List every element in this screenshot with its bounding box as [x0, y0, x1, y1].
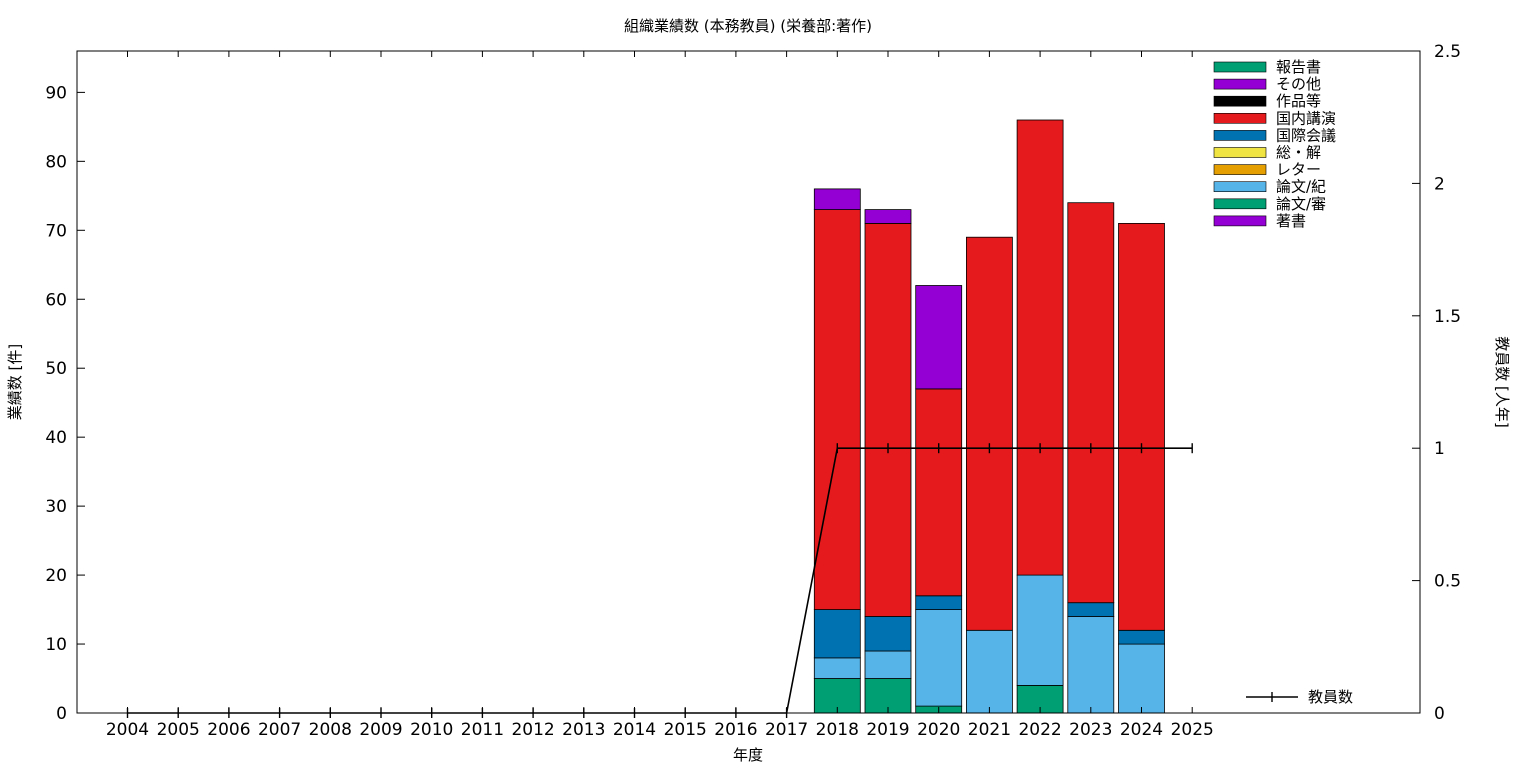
legend-swatch: [1213, 78, 1267, 90]
legend-label: 総・解: [1276, 144, 1321, 162]
bar-2021-論文/紀: [966, 629, 1013, 714]
legend-swatch: [1213, 95, 1267, 107]
bar-2024-国際会議: [1118, 629, 1165, 645]
bar-2019-国内講演: [864, 222, 912, 617]
plot-frame: [76, 50, 1421, 714]
x-tick-label: 2025: [1171, 720, 1214, 740]
bar-2019-論文/紀: [864, 650, 912, 679]
y2-tick-label: 1: [1434, 439, 1445, 459]
bar-2019-著書: [864, 209, 912, 224]
x-tick-label: 2024: [1120, 720, 1163, 740]
legend-label: 報告書: [1276, 58, 1321, 76]
bar-2024-国内講演: [1118, 222, 1165, 631]
bar-2018-国際会議: [813, 609, 861, 659]
bar-2022-論文/紀: [1016, 574, 1064, 686]
legend-label-staff: 教員数: [1308, 688, 1353, 706]
bar-2021-国内講演: [966, 236, 1013, 631]
y2-axis-label: 教員数 [人年]: [1493, 336, 1511, 427]
legend-label: 作品等: [1276, 92, 1321, 110]
legend-swatch: [1213, 164, 1267, 175]
legend-swatch: [1213, 198, 1267, 210]
x-tick-label: 2004: [106, 720, 149, 740]
x-tick-label: 2019: [866, 720, 909, 740]
y-tick-label: 90: [45, 83, 67, 103]
x-axis-label: 年度: [733, 746, 763, 764]
x-tick-label: 2009: [359, 720, 402, 740]
bar-2018-国内講演: [813, 209, 861, 611]
bar-2020-著書: [915, 285, 963, 390]
y-axis-label: 業績数 [件]: [6, 344, 24, 420]
y-tick-label: 10: [45, 635, 67, 655]
x-tick-label: 2021: [968, 720, 1011, 740]
x-tick-label: 2015: [664, 720, 707, 740]
legend-swatch: [1213, 61, 1267, 73]
bar-2020-論文/紀: [915, 609, 963, 707]
bar-2019-国際会議: [864, 616, 912, 652]
legend-label: 国内講演: [1276, 109, 1336, 127]
x-tick-label: 2023: [1069, 720, 1112, 740]
legend-swatch: [1213, 181, 1267, 192]
x-tick-label: 2008: [309, 720, 352, 740]
legend-swatch: [1213, 147, 1267, 158]
x-tick-label: 2006: [207, 720, 250, 740]
x-tick-label: 2012: [511, 720, 554, 740]
axes-layer: 0 10 20 30 40 50 60 70 80 90 0 0.5 1 1.5 2 2.5 2004 2005 2…: [45, 42, 1461, 740]
legend-label: その他: [1276, 75, 1321, 93]
x-tick-label: 2017: [765, 720, 808, 740]
bar-2020-国際会議: [915, 595, 963, 610]
legend-label: 論文/審: [1276, 195, 1326, 213]
bar-2018-論文/紀: [813, 657, 861, 679]
x-tick-label: 2020: [917, 720, 960, 740]
y-tick-label: 80: [45, 152, 67, 172]
legend-swatch: [1213, 113, 1267, 124]
x-tick-label: 2013: [562, 720, 605, 740]
x-tick-label: 2005: [157, 720, 200, 740]
legend-label: 著書: [1276, 212, 1306, 230]
x-tick-label: 2022: [1018, 720, 1061, 740]
y-tick-label: 30: [45, 497, 67, 517]
bar-2023-国内講演: [1067, 202, 1115, 604]
y2-tick-label: 2.5: [1434, 42, 1461, 62]
legend-label: レター: [1276, 161, 1321, 179]
legend-label: 国際会議: [1276, 126, 1336, 144]
y2-tick-label: 0.5: [1434, 572, 1461, 592]
bar-2023-論文/紀: [1067, 616, 1115, 714]
x-tick-label: 2011: [461, 720, 504, 740]
legend-swatch: [1213, 130, 1267, 141]
y-tick-label: 60: [45, 290, 67, 310]
x-tick-label: 2014: [613, 720, 656, 740]
y-tick-label: 20: [45, 566, 67, 586]
bar-2020-国内講演: [915, 388, 963, 597]
y-tick-label: 40: [45, 428, 67, 448]
bar-2022-国内講演: [1016, 119, 1064, 576]
chart-title: 組織業績数 (本務教員) (栄養部:著作): [624, 17, 872, 35]
y2-tick-label: 2: [1434, 174, 1445, 194]
bar-2024-論文/紀: [1118, 643, 1165, 714]
x-tick-label: 2018: [816, 720, 859, 740]
bar-2023-国際会議: [1067, 602, 1115, 617]
y-tick-label: 70: [45, 221, 67, 241]
y-tick-label: 0: [56, 704, 67, 724]
legend-swatch: [1213, 215, 1267, 227]
y2-tick-label: 0: [1434, 704, 1445, 724]
y2-tick-label: 1.5: [1434, 307, 1461, 327]
x-tick-label: 2010: [410, 720, 453, 740]
bars-layer: [813, 119, 1165, 714]
bar-2018-著書: [813, 188, 861, 210]
legend-label: 論文/紀: [1276, 178, 1326, 196]
x-tick-label: 2016: [714, 720, 757, 740]
x-tick-label: 2007: [258, 720, 301, 740]
y-tick-label: 50: [45, 359, 67, 379]
